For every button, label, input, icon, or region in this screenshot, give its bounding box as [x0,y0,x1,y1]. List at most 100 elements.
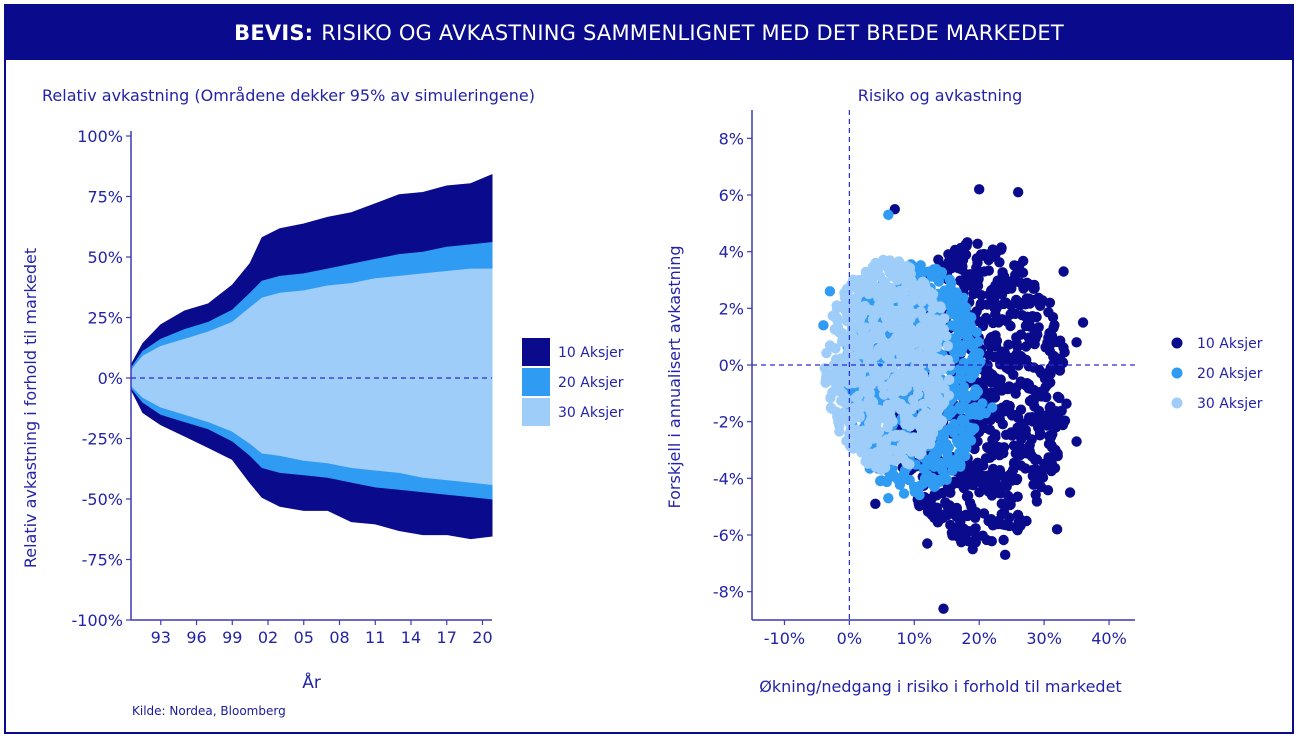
scatter-point [972,238,983,249]
scatter-point [845,440,856,451]
scatter-point [987,434,998,445]
scatter-point [1051,406,1062,417]
scatter-point [866,350,878,361]
x-tick-label: 02 [258,628,278,647]
y-tick-label: 6% [719,186,744,205]
scatter-point [942,340,953,352]
scatter-point [962,490,974,501]
scatter-point [853,377,864,388]
scatter-point [835,353,847,364]
scatter-point [918,398,929,410]
scatter-point [979,266,990,277]
scatter-point [994,257,1005,268]
scatter-point [874,328,885,339]
scatter-point [1031,496,1043,507]
y-tick-label: -8% [713,583,744,602]
scatter-point [978,508,990,519]
scatter-point [944,374,955,385]
scatter-point [963,526,975,537]
scatter-point [957,261,968,272]
scatter-point [946,277,957,289]
scatter-point [921,318,933,330]
scatter-point [1042,379,1053,390]
scatter-point [966,476,977,487]
scatter-point [948,427,959,438]
scatter-point [1045,338,1057,349]
scatter-point [924,438,936,450]
scatter-point [1006,475,1018,486]
scatter-point [994,467,1005,478]
scatter-point [949,460,961,471]
scatter-point [1011,332,1022,343]
scatter-series-3 [819,254,956,475]
scatter-point [912,347,924,359]
scatter-point [872,282,883,293]
scatter-point [877,381,888,393]
scatter-point [1054,353,1066,365]
scatter-point [995,244,1007,255]
scatter-point [1009,260,1020,271]
scatter-point [1049,319,1060,331]
scatter-point [896,367,908,378]
scatter-point [847,414,858,425]
scatter-point [938,509,949,520]
scatter-point [909,486,920,497]
scatter-point [1010,388,1021,399]
scatter-point [933,276,945,287]
banner-text: RISIKO OG AVKASTNING SAMMENLIGNET MED DE… [321,21,1064,45]
scatter-point [918,463,929,475]
scatter-point [1054,392,1065,404]
relative-return-chart: Relativ avkastning (Områdene dekker 95% … [21,86,624,693]
scatter-point [878,436,889,448]
scatter-point [1035,481,1047,493]
scatter-point [912,356,923,367]
x-tick-label: 11 [365,628,385,647]
scatter-point [987,317,999,329]
scatter-point [872,409,884,421]
scatter-point [885,282,897,294]
scatter-point [922,506,934,517]
scatter-point [1024,395,1036,407]
scatter-point [851,336,863,348]
scatter-point [909,377,921,388]
scatter-point [1009,457,1020,468]
scatter-point [961,534,972,545]
scatter-point [856,309,868,321]
scatter-point [1017,267,1029,278]
scatter-point [918,423,930,434]
scatter-point [877,299,889,310]
scatter-point [935,379,947,391]
scatter-point [837,332,848,343]
risk-return-chart: Risiko og avkastning 8% 6% 4% 2% 0% -2% -4% -6% -… [665,86,1263,696]
scatter-point [990,308,1001,320]
scatter-point [871,366,883,377]
scatter-point [966,501,977,512]
scatter-point [1027,311,1038,322]
chart2-title: Risiko og avkastning [858,86,1023,105]
scatter-point [900,295,912,306]
scatter-point [961,275,973,286]
scatter-point [994,450,1005,461]
scatter-point [1035,367,1047,379]
y-tick-label: 50% [87,248,123,267]
scatter-point [1006,283,1017,294]
scatter-point [1005,309,1016,320]
scatter-point [931,490,942,501]
scatter-point [1042,409,1054,420]
scatter-point [984,424,996,435]
scatter-point [882,320,894,331]
scatter-point [986,251,998,263]
scatter-point [1005,320,1016,332]
scatter-point [1045,432,1057,443]
scatter-point [913,326,924,337]
scatter-point [968,288,979,300]
y-tick-label: 2% [719,299,744,318]
scatter-point [965,372,977,384]
scatter-point [1024,440,1035,451]
scatter-point [959,416,970,427]
scatter-point [866,396,878,407]
scatter-point [969,443,980,455]
y-tick-label: -100% [71,611,123,630]
scatter-point [918,431,929,442]
scatter-point [1023,361,1035,372]
